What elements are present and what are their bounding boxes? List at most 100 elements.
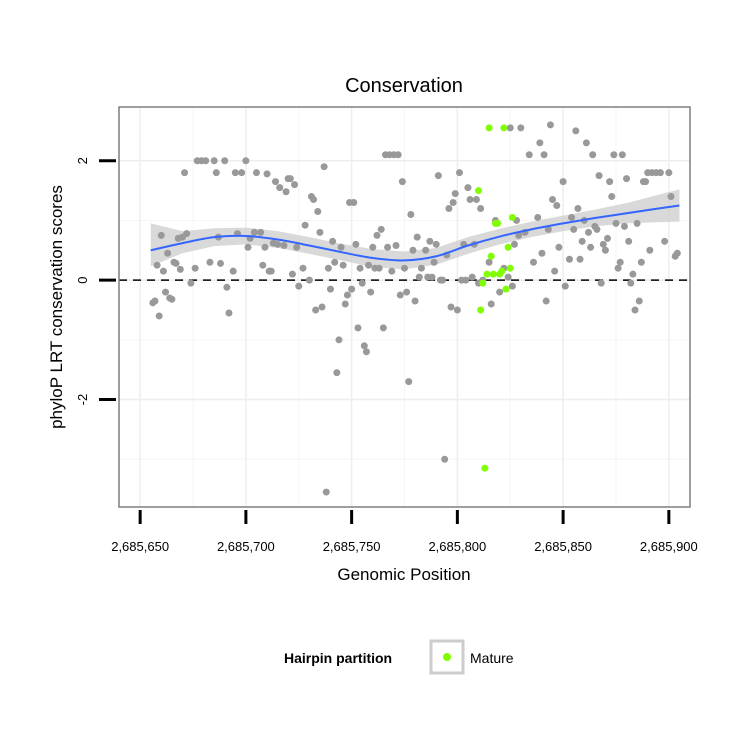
data-point-other [540, 151, 548, 159]
data-point-other [322, 488, 330, 496]
data-point-other [635, 297, 643, 305]
data-point-other [584, 228, 592, 236]
y-axis-title: phyloP LRT conservation scores [47, 185, 66, 429]
data-point-other [409, 246, 417, 254]
data-point-other [350, 199, 358, 207]
data-point-other [582, 139, 590, 147]
data-point-other [354, 324, 362, 332]
points-mature-series [475, 124, 516, 472]
data-point-other [426, 237, 434, 245]
data-point-other [263, 170, 271, 178]
data-point-other [466, 196, 474, 204]
data-point-other [627, 279, 635, 287]
data-point-other [242, 157, 250, 165]
data-point-other [570, 225, 578, 233]
data-point-other [396, 291, 404, 299]
data-point-other [288, 270, 296, 278]
data-point-other [367, 288, 375, 296]
data-point-other [358, 279, 366, 287]
data-point-other [462, 276, 470, 284]
data-point-other [282, 188, 290, 196]
data-point-other [601, 246, 609, 254]
data-point-mature [481, 464, 489, 472]
data-point-other [417, 264, 425, 272]
data-point-other [276, 184, 284, 192]
data-point-other [415, 273, 423, 281]
data-point-other [551, 267, 559, 275]
data-point-other [411, 297, 419, 305]
data-point-other [375, 264, 383, 272]
data-point-other [326, 285, 334, 293]
data-point-other [455, 169, 463, 177]
data-point-other [324, 264, 332, 272]
data-point-mature [498, 267, 506, 275]
data-point-other [572, 127, 580, 135]
data-point-other [299, 264, 307, 272]
data-point-other [335, 336, 343, 344]
data-point-other [536, 139, 544, 147]
data-point-other [261, 243, 269, 251]
data-point-other [331, 258, 339, 266]
data-point-other [271, 178, 279, 186]
x-axis: 2,685,650 2,685,700 2,685,750 2,685,800 2,68… [111, 510, 698, 554]
data-point-other [510, 240, 518, 248]
data-point-other [506, 124, 514, 132]
data-point-other [162, 288, 170, 296]
data-point-other [673, 249, 681, 257]
data-point-other [388, 267, 396, 275]
data-point-other [422, 246, 430, 254]
data-point-other [606, 178, 614, 186]
data-point-other [212, 169, 220, 177]
data-point-other [447, 303, 455, 311]
data-point-other [631, 306, 639, 314]
data-point-other [341, 300, 349, 308]
data-point-other [646, 246, 654, 254]
data-point-other [568, 213, 576, 221]
data-point-other [202, 157, 210, 165]
data-point-other [656, 169, 664, 177]
data-point-other [250, 228, 258, 236]
data-point-other [221, 157, 229, 165]
y-tick-label: 2 [75, 157, 90, 164]
data-point-other [164, 249, 172, 257]
legend: Hairpin partition Mature [284, 639, 514, 675]
data-point-other [599, 240, 607, 248]
data-point-other [608, 193, 616, 201]
data-point-other [343, 291, 351, 299]
data-point-other [210, 157, 218, 165]
data-point-other [238, 169, 246, 177]
data-point-other [612, 219, 620, 227]
data-point-other [316, 228, 324, 236]
data-point-other [578, 237, 586, 245]
x-tick-label: 2,685,850 [534, 539, 592, 554]
data-point-other [629, 270, 637, 278]
legend-key-mature [443, 653, 451, 661]
data-point-other [398, 178, 406, 186]
data-point-mature [508, 213, 516, 221]
data-point-other [305, 276, 313, 284]
data-point-other [593, 225, 601, 233]
data-point-other [168, 295, 176, 303]
data-point-mature [504, 243, 512, 251]
data-point-other [356, 264, 364, 272]
data-point-other [394, 151, 402, 159]
x-tick-label: 2,685,750 [323, 539, 381, 554]
data-point-other [428, 273, 436, 281]
data-point-other [352, 240, 360, 248]
data-point-other [206, 258, 214, 266]
y-tick-label: 0 [75, 277, 90, 284]
y-axis: -2 0 2 [75, 157, 116, 405]
data-point-other [362, 348, 370, 356]
plot-border [118, 106, 691, 508]
data-point-other [633, 219, 641, 227]
data-point-other [430, 258, 438, 266]
data-point-other [661, 237, 669, 245]
data-point-other [155, 312, 163, 320]
data-point-other [320, 163, 328, 171]
data-point-other [267, 267, 275, 275]
legend-title: Hairpin partition [284, 650, 392, 666]
data-point-other [291, 181, 299, 189]
data-point-other [312, 306, 320, 314]
data-point-other [181, 169, 189, 177]
